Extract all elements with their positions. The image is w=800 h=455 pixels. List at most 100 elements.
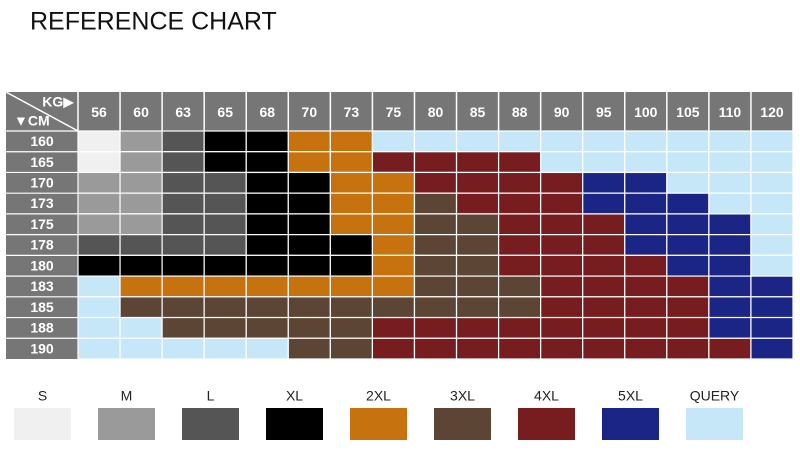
- size-cell: [371, 296, 416, 319]
- size-cell: [497, 337, 542, 360]
- size-cell: [624, 151, 668, 174]
- column-header: 65: [217, 104, 233, 120]
- size-cell: [750, 234, 794, 256]
- row-label-bg: [6, 131, 78, 359]
- size-cell: [708, 151, 752, 174]
- size-cell: [203, 151, 247, 174]
- size-cell: [540, 254, 584, 277]
- size-cell: [666, 275, 710, 298]
- size-cell: [119, 213, 163, 236]
- size-cell: [413, 234, 458, 256]
- size-cell: [497, 275, 542, 298]
- size-cell: [750, 316, 794, 339]
- size-cell: [287, 192, 331, 215]
- legend-label: S: [38, 388, 47, 404]
- size-cell: [624, 213, 668, 236]
- size-cell: [287, 213, 331, 236]
- size-cell: [245, 171, 289, 194]
- size-cell: [582, 234, 626, 256]
- legend-label: 4XL: [534, 388, 559, 404]
- size-cell: [708, 254, 752, 277]
- row-header: 180: [30, 257, 54, 273]
- size-cell: [77, 316, 121, 339]
- size-cell: [413, 254, 458, 277]
- size-cell: [413, 296, 458, 319]
- size-cell: [413, 213, 458, 236]
- size-cell: [371, 275, 416, 298]
- size-cell: [455, 254, 500, 277]
- size-cell: [245, 254, 289, 277]
- legend-swatch: [182, 408, 239, 440]
- legend-label: 5XL: [618, 388, 643, 404]
- size-cell: [329, 192, 374, 215]
- row-header: 175: [30, 216, 54, 232]
- size-cell: [497, 171, 542, 194]
- size-cell: [750, 296, 794, 319]
- legend-swatch: [434, 408, 491, 440]
- size-cell: [119, 234, 163, 256]
- size-cell: [413, 192, 458, 215]
- column-header: 100: [634, 104, 658, 120]
- size-cell: [666, 254, 710, 277]
- size-cell: [455, 130, 500, 153]
- size-cell: [203, 234, 247, 256]
- size-cell: [329, 213, 374, 236]
- legend-swatch: [350, 408, 407, 440]
- size-cell: [582, 296, 626, 319]
- size-cell: [77, 296, 121, 319]
- corner-kg: KG▶: [42, 94, 74, 110]
- row-header: 178: [30, 237, 54, 253]
- size-cell: [582, 192, 626, 215]
- size-cell: [582, 254, 626, 277]
- size-cell: [287, 130, 331, 153]
- size-cell: [287, 254, 331, 277]
- column-header: 90: [554, 104, 570, 120]
- size-cell: [708, 275, 752, 298]
- size-cell: [750, 275, 794, 298]
- size-cell: [666, 192, 710, 215]
- size-cell: [329, 316, 374, 339]
- size-cell: [161, 151, 205, 174]
- size-cell: [708, 316, 752, 339]
- size-cell: [203, 275, 247, 298]
- size-cell: [666, 151, 710, 174]
- size-cell: [413, 151, 458, 174]
- row-header: 183: [30, 278, 54, 294]
- legend-swatch: [98, 408, 155, 440]
- size-cell: [245, 130, 289, 153]
- size-cell: [497, 130, 542, 153]
- size-cell: [119, 192, 163, 215]
- header-bg: [6, 92, 793, 131]
- size-cell: [750, 151, 794, 174]
- size-cell: [119, 296, 163, 319]
- size-cell: [455, 151, 500, 174]
- size-cell: [455, 275, 500, 298]
- size-cell: [582, 275, 626, 298]
- size-cell: [119, 254, 163, 277]
- size-cell: [540, 296, 584, 319]
- size-cell: [161, 275, 205, 298]
- column-header: 85: [470, 104, 486, 120]
- size-cell: [287, 316, 331, 339]
- row-header: 185: [30, 299, 54, 315]
- size-cell: [77, 254, 121, 277]
- size-cell: [77, 192, 121, 215]
- size-cell: [161, 130, 205, 153]
- size-cell: [77, 275, 121, 298]
- size-cell: [329, 254, 374, 277]
- size-cell: [329, 275, 374, 298]
- legend-swatch: [266, 408, 323, 440]
- column-header: 56: [91, 104, 107, 120]
- size-cell: [497, 296, 542, 319]
- size-cell: [708, 296, 752, 319]
- size-cell: [750, 130, 794, 153]
- size-cell: [287, 171, 331, 194]
- size-cell: [624, 234, 668, 256]
- size-cell: [119, 130, 163, 153]
- size-cell: [540, 151, 584, 174]
- size-cell: [371, 130, 416, 153]
- size-cell: [371, 234, 416, 256]
- column-header: 60: [133, 104, 149, 120]
- size-cell: [245, 337, 289, 360]
